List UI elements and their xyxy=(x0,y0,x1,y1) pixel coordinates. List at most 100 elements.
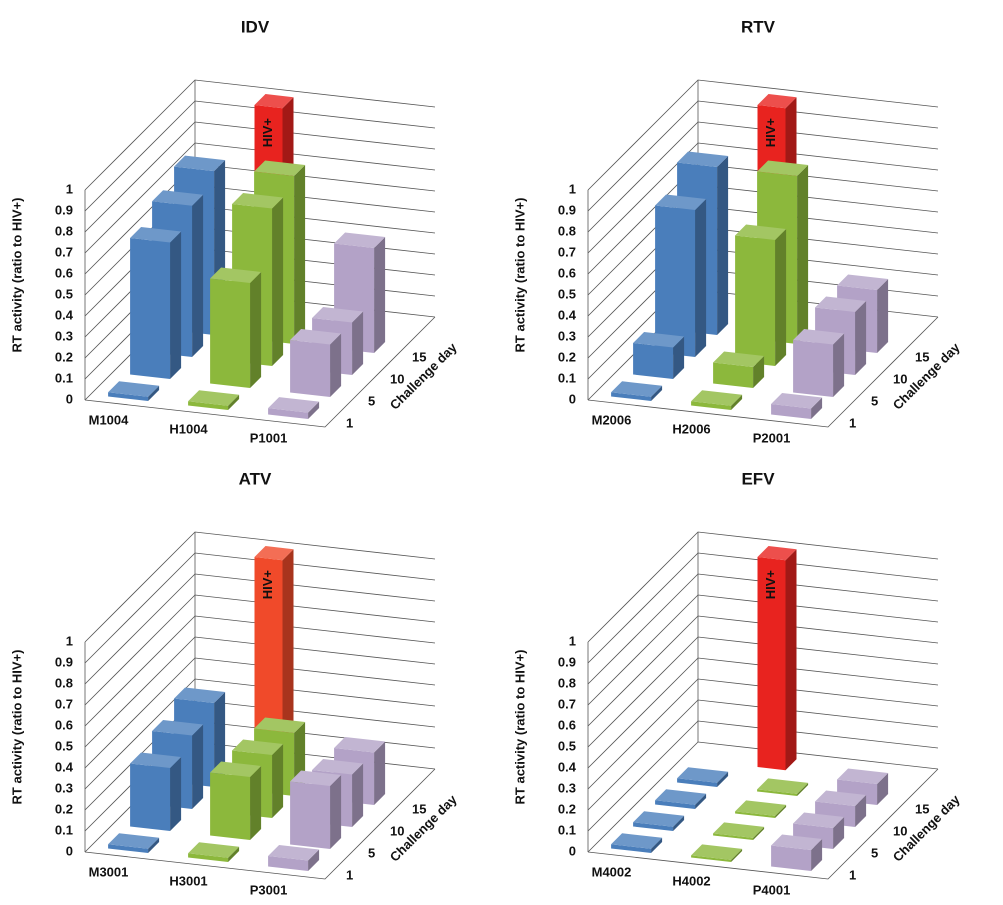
bar xyxy=(771,392,823,419)
depth-tick-label: 10 xyxy=(390,823,404,838)
y-tick-label: 0.1 xyxy=(558,822,576,837)
bar xyxy=(210,267,262,388)
category-label: M3001 xyxy=(89,864,129,879)
bar-side xyxy=(308,849,320,871)
y-tick-label: 0.9 xyxy=(558,654,576,669)
bar-side xyxy=(250,271,262,388)
bar-top xyxy=(655,194,707,210)
depth-tick-label: 1 xyxy=(849,415,856,430)
bar-top xyxy=(691,390,743,406)
y-axis-label: RT activity (ratio to HIV+) xyxy=(512,198,527,353)
bar xyxy=(611,381,663,401)
bar-top xyxy=(210,267,262,283)
bar xyxy=(713,351,765,388)
chart-title: RTV xyxy=(741,17,776,36)
bar xyxy=(771,834,823,871)
bar-front xyxy=(108,392,149,401)
bar xyxy=(290,328,342,397)
y-tick-label: 0.3 xyxy=(55,780,73,795)
y-tick-label: 0.7 xyxy=(558,696,576,711)
bar-side xyxy=(272,197,284,366)
bar-top xyxy=(837,274,889,290)
bar-side xyxy=(775,228,787,366)
bar-front xyxy=(735,811,776,818)
depth-tick-label: 1 xyxy=(849,867,856,882)
y-tick-label: 0.5 xyxy=(558,286,576,301)
y-tick-label: 0.5 xyxy=(558,738,576,753)
bar-top xyxy=(633,331,685,348)
bar xyxy=(757,778,809,796)
bar-top xyxy=(677,151,729,167)
y-tick-label: 0.8 xyxy=(558,223,576,238)
depth-tick-label: 5 xyxy=(368,845,375,860)
bar xyxy=(268,397,320,419)
bar-front xyxy=(210,772,251,840)
bar-top xyxy=(713,822,765,838)
y-tick-label: 1 xyxy=(66,633,73,648)
bar-front xyxy=(130,763,171,831)
depth-tick-label: 10 xyxy=(893,823,907,838)
bar-front xyxy=(691,855,732,862)
bar-side xyxy=(250,765,262,840)
bar-top xyxy=(771,834,823,850)
depth-tick-label: 10 xyxy=(390,371,404,386)
bar-side xyxy=(308,401,320,419)
bar-top xyxy=(633,811,685,827)
bar-side xyxy=(170,756,182,831)
bar-front xyxy=(735,235,776,366)
y-tick-label: 0.2 xyxy=(55,349,73,364)
bar xyxy=(691,844,743,862)
y-tick-label: 0.6 xyxy=(558,717,576,732)
bar xyxy=(655,789,707,809)
chart-title: ATV xyxy=(239,469,272,488)
bar-top xyxy=(290,770,342,786)
chart-title: IDV xyxy=(241,17,270,36)
y-tick-label: 0.4 xyxy=(55,759,74,774)
chart-title: EFV xyxy=(741,469,775,488)
bar-top xyxy=(655,789,707,805)
bar-top xyxy=(232,192,284,209)
bar-top xyxy=(312,306,364,323)
bar-front xyxy=(268,855,309,871)
bar-side xyxy=(877,772,889,805)
bar-front xyxy=(713,362,754,388)
bar-side xyxy=(753,826,765,840)
bar-top xyxy=(174,155,226,172)
bar-front xyxy=(210,278,251,388)
bar-top xyxy=(254,94,294,109)
bar-side xyxy=(673,815,685,831)
bar-top xyxy=(268,844,320,861)
depth-tick-label: 15 xyxy=(915,349,929,364)
bar-front xyxy=(757,789,798,796)
y-tick-label: 0.4 xyxy=(558,759,577,774)
bar xyxy=(677,767,729,787)
y-axis-label: RT activity (ratio to HIV+) xyxy=(9,198,24,353)
bar xyxy=(130,752,182,831)
bar-side xyxy=(330,774,342,849)
floor-edge xyxy=(587,768,939,880)
bar-top xyxy=(611,381,663,397)
bar-side xyxy=(651,385,663,401)
bar-front xyxy=(188,401,229,410)
bar-top xyxy=(210,761,262,777)
y-tick-label: 0.8 xyxy=(55,675,73,690)
depth-tick-label: 15 xyxy=(412,349,426,364)
category-label: P1001 xyxy=(250,430,288,445)
control-label: HIV+ xyxy=(763,570,778,600)
bar xyxy=(735,800,787,818)
bar-side xyxy=(753,355,765,388)
y-tick-label: 0.1 xyxy=(55,822,73,837)
bar-top xyxy=(713,351,765,367)
control-bar xyxy=(254,546,294,771)
bar-side xyxy=(731,848,743,862)
bar-top xyxy=(254,546,294,561)
bar-side xyxy=(775,804,787,818)
bar-top xyxy=(254,160,306,176)
bar-top xyxy=(735,224,787,240)
bar-front xyxy=(771,845,812,871)
category-label: H2006 xyxy=(672,421,710,436)
category-label: H1004 xyxy=(169,421,208,436)
bar-side xyxy=(272,743,284,818)
bar xyxy=(108,833,160,853)
y-axis-label: RT activity (ratio to HIV+) xyxy=(9,650,24,805)
